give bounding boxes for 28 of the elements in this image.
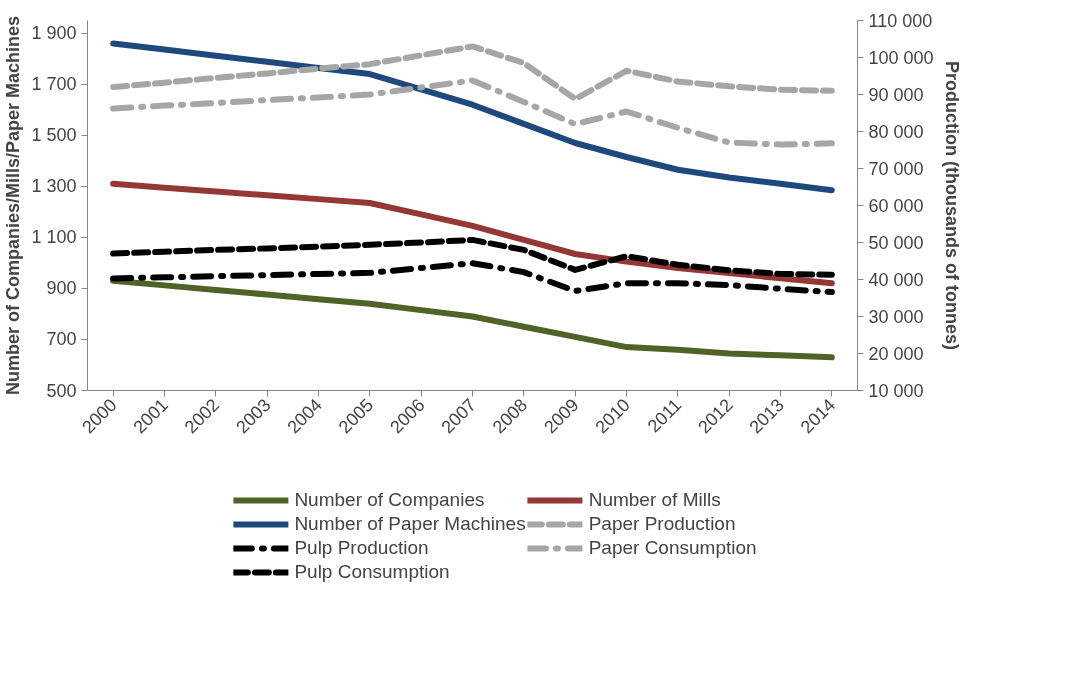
y-axis-title: Number of Companies/Mills/Paper Machines [3,15,24,396]
y2-tick-label: 60 000 [868,195,924,216]
y2-tick-label: 50 000 [868,232,924,253]
y-tick-label: 1 300 [31,176,77,197]
y2-tick-label: 10 000 [868,380,924,401]
legend-label: Number of Companies [294,489,485,511]
legend-label: Paper Consumption [588,537,757,559]
legend-label: Pulp Production [294,537,429,559]
y2-tick-label: 100 000 [868,47,934,68]
y-tick-label: 900 [46,278,77,299]
y-tick-label: 1 900 [31,23,77,44]
y2-tick-label: 90 000 [868,84,924,105]
y2-tick-label: 30 000 [868,306,924,327]
y2-axis-title: Production (thousands of tonnes) [941,61,962,350]
y2-tick-label: 110 000 [868,10,933,31]
y-tick-label: 1 700 [31,74,77,95]
legend-label: Paper Production [588,513,736,535]
y-tick-label: 700 [46,329,77,350]
y-tick-label: 500 [46,380,77,401]
y2-tick-label: 40 000 [868,269,924,290]
y2-tick-label: 20 000 [868,343,924,364]
legend-label: Pulp Consumption [294,561,450,583]
legend-label: Number of Mills [588,489,721,511]
y2-tick-label: 70 000 [868,158,924,179]
y-tick-label: 1 500 [31,125,77,146]
y-tick-label: 1 100 [31,227,77,248]
y2-tick-label: 80 000 [868,121,924,142]
legend-label: Number of Paper Machines [294,513,526,535]
